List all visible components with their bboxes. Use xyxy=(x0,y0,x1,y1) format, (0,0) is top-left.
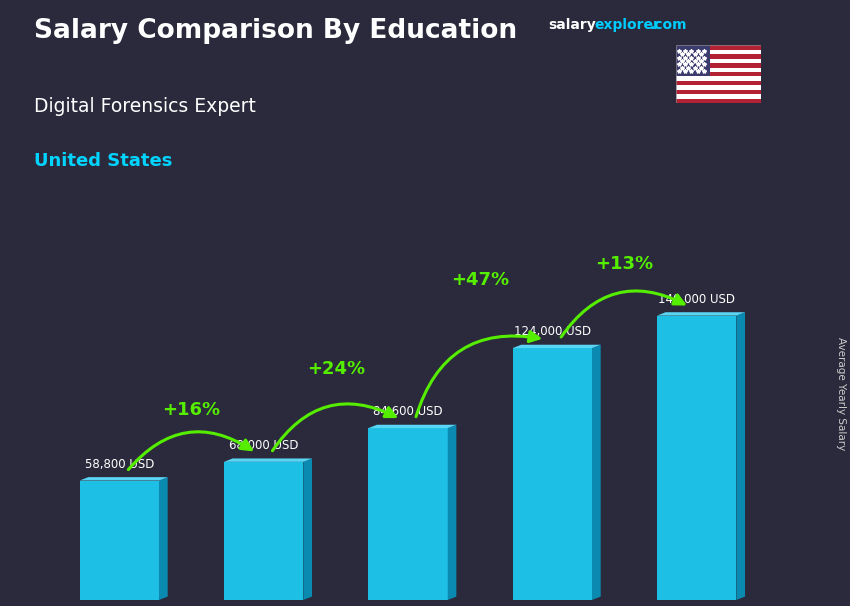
Polygon shape xyxy=(448,425,456,600)
Text: 140,000 USD: 140,000 USD xyxy=(658,293,735,306)
Polygon shape xyxy=(159,477,167,600)
FancyBboxPatch shape xyxy=(368,428,448,600)
Polygon shape xyxy=(368,425,456,428)
Text: United States: United States xyxy=(34,152,173,170)
Polygon shape xyxy=(80,477,167,481)
Text: Digital Forensics Expert: Digital Forensics Expert xyxy=(34,97,256,116)
FancyBboxPatch shape xyxy=(676,45,710,76)
Text: 84,600 USD: 84,600 USD xyxy=(373,405,443,418)
Text: salary: salary xyxy=(548,18,596,32)
FancyBboxPatch shape xyxy=(676,72,761,76)
Text: +16%: +16% xyxy=(162,401,220,419)
FancyBboxPatch shape xyxy=(676,63,761,68)
FancyBboxPatch shape xyxy=(676,85,761,90)
FancyBboxPatch shape xyxy=(676,81,761,85)
Text: 124,000 USD: 124,000 USD xyxy=(513,325,591,338)
Polygon shape xyxy=(736,312,745,600)
FancyBboxPatch shape xyxy=(676,59,761,63)
FancyBboxPatch shape xyxy=(657,316,736,600)
FancyBboxPatch shape xyxy=(676,50,761,55)
Polygon shape xyxy=(592,345,601,600)
FancyBboxPatch shape xyxy=(676,76,761,81)
Text: +47%: +47% xyxy=(451,271,509,290)
Text: Average Yearly Salary: Average Yearly Salary xyxy=(836,338,846,450)
Polygon shape xyxy=(513,345,601,348)
Polygon shape xyxy=(657,312,745,316)
FancyBboxPatch shape xyxy=(676,90,761,94)
Text: .com: .com xyxy=(649,18,687,32)
Polygon shape xyxy=(224,459,312,462)
Text: +24%: +24% xyxy=(307,359,365,378)
Text: explorer: explorer xyxy=(594,18,660,32)
Text: Salary Comparison By Education: Salary Comparison By Education xyxy=(34,18,517,44)
FancyBboxPatch shape xyxy=(676,99,761,103)
Polygon shape xyxy=(303,459,312,600)
Text: 58,800 USD: 58,800 USD xyxy=(85,458,154,471)
FancyBboxPatch shape xyxy=(676,55,761,59)
FancyBboxPatch shape xyxy=(513,348,592,600)
FancyBboxPatch shape xyxy=(676,45,761,50)
FancyBboxPatch shape xyxy=(676,68,761,72)
FancyBboxPatch shape xyxy=(676,94,761,99)
FancyBboxPatch shape xyxy=(80,481,159,600)
FancyBboxPatch shape xyxy=(224,462,303,600)
Text: 68,000 USD: 68,000 USD xyxy=(229,439,298,452)
Text: +13%: +13% xyxy=(596,255,654,273)
